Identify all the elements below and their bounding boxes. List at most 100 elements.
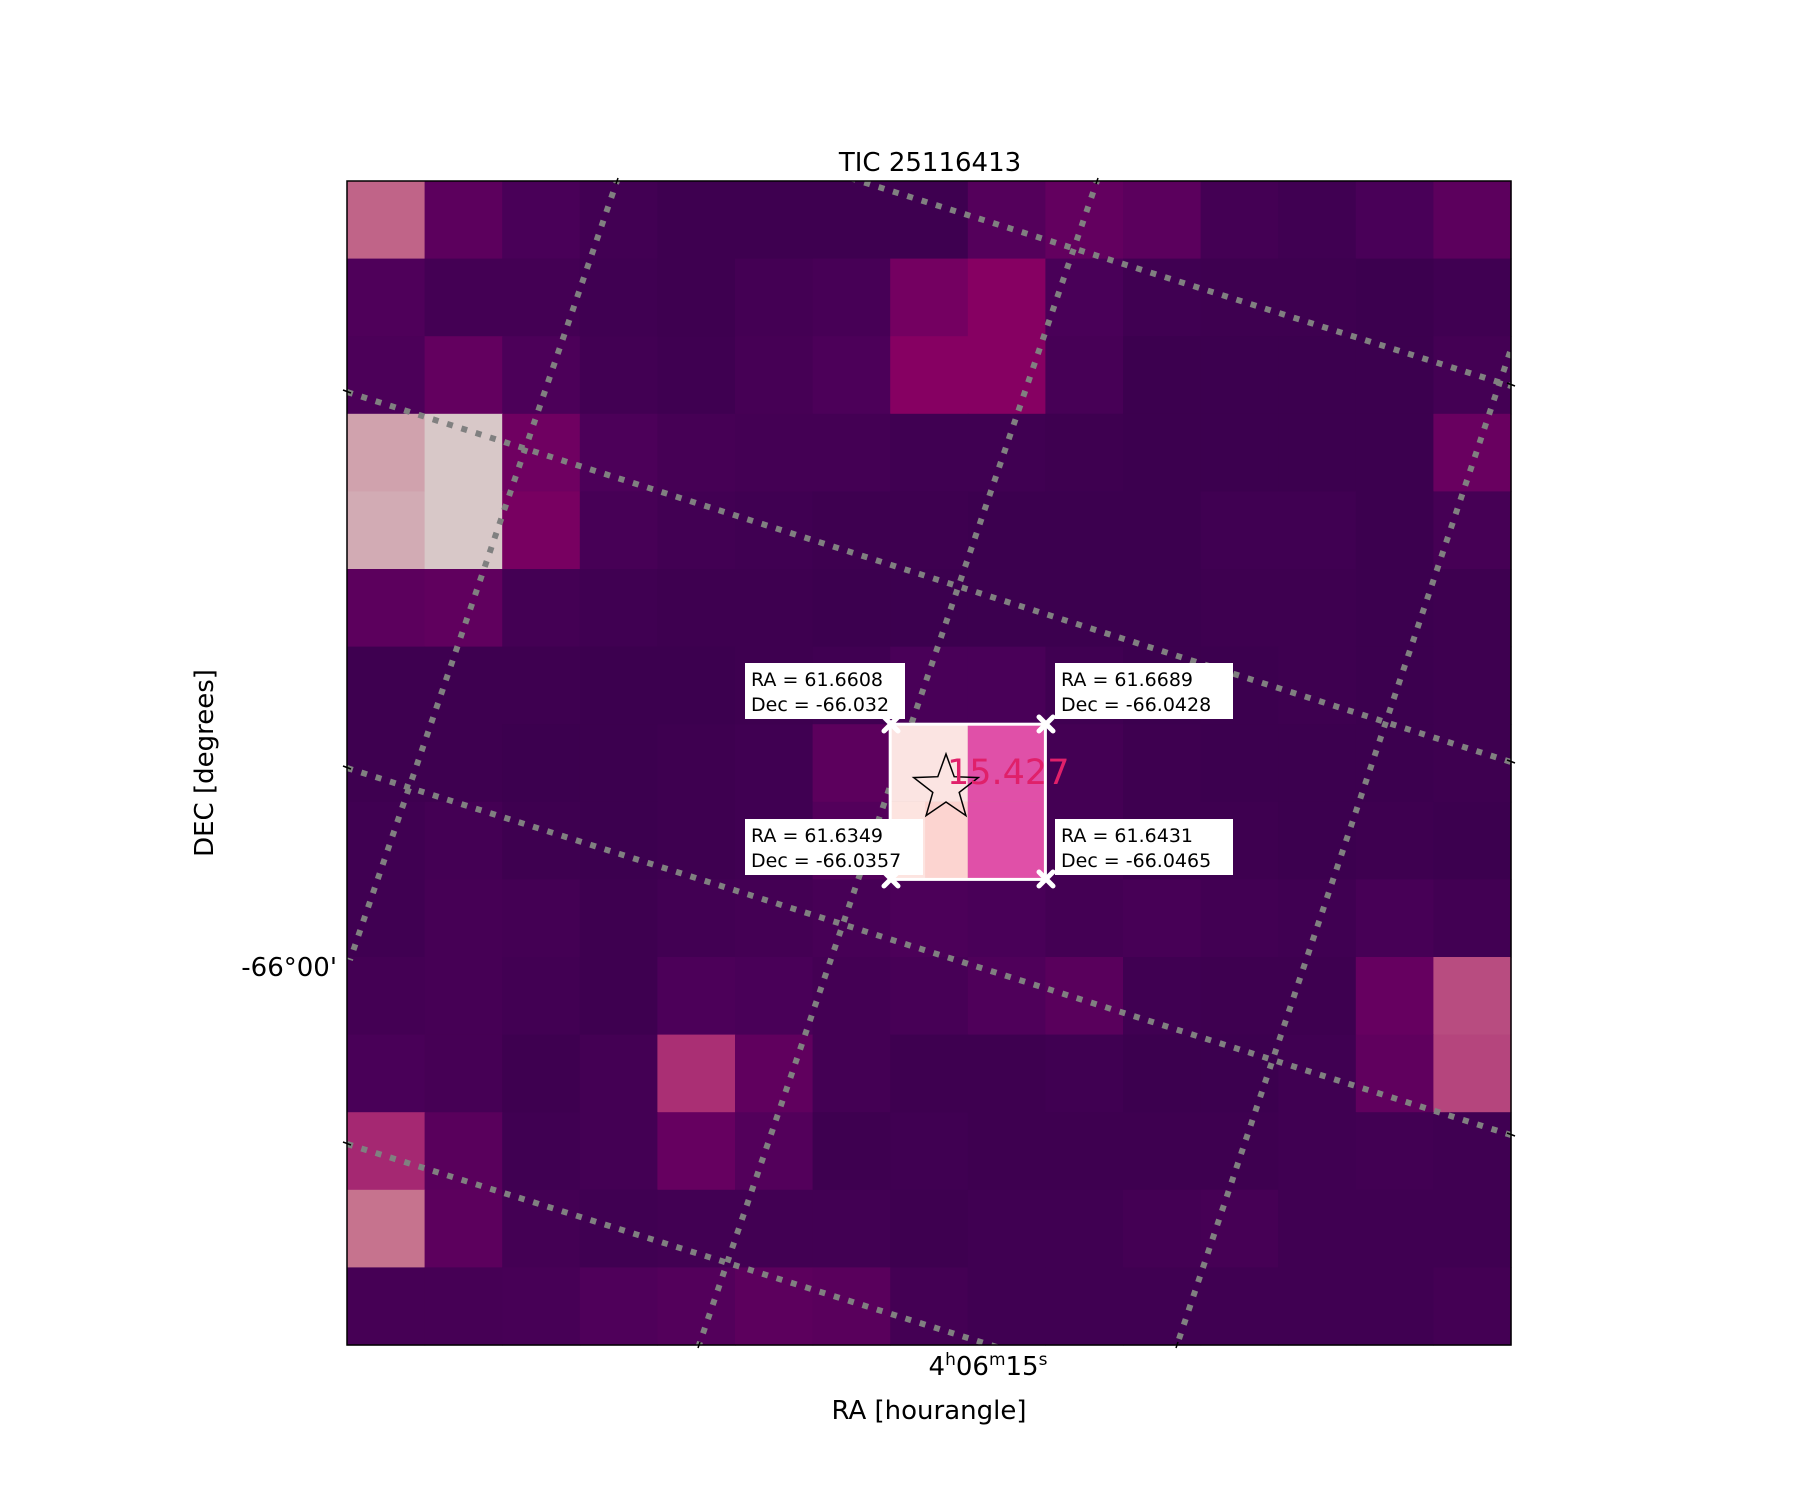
pixel-cell (657, 879, 736, 958)
pixel-cell (347, 258, 426, 337)
pixel-cell (967, 258, 1046, 337)
pixel-cell (1355, 1267, 1434, 1346)
pixel-cell (502, 1267, 581, 1346)
pixel-cell (1200, 569, 1279, 648)
pixel-cell (502, 957, 581, 1036)
pixel-cell (657, 181, 736, 260)
pixel-cell (347, 879, 426, 958)
pixel-cell (347, 1189, 426, 1268)
pixel-cell (1123, 491, 1202, 570)
pixel-cell (1123, 879, 1202, 958)
pixel-cell (1433, 1034, 1512, 1113)
pixel-cell (657, 646, 736, 725)
pixel-cell (1200, 1267, 1279, 1346)
pixel-cell (890, 569, 969, 648)
pixel-cell (1045, 879, 1124, 958)
y-tick-label: -66°00' (241, 953, 337, 983)
pixel-cell (1045, 258, 1124, 337)
pixel-cell (1433, 879, 1512, 958)
pixel-cell (657, 1034, 736, 1113)
pixel-cell (657, 413, 736, 492)
pixel-cell (1200, 181, 1279, 260)
pixel-cell (424, 258, 503, 337)
pixel-cell (1123, 1034, 1202, 1113)
pixel-cell (812, 1189, 891, 1268)
pixel-cell (1045, 491, 1124, 570)
pixel-cell (424, 413, 503, 492)
pixel-cell (1355, 879, 1434, 958)
pixel-cell (579, 957, 658, 1036)
pixel-cell (1045, 1034, 1124, 1113)
pixel-cell (812, 413, 891, 492)
pixel-cell (735, 1112, 814, 1191)
corner-marker-top-right (1036, 714, 1056, 734)
pixel-cell (657, 258, 736, 337)
annotation-line: Dec = -66.0357 (751, 850, 901, 872)
pixel-cell (812, 569, 891, 648)
pixel-cell (1433, 336, 1512, 415)
pixel-cell (967, 1189, 1046, 1268)
pixel-cell (657, 957, 736, 1036)
pixel-cell (1278, 957, 1357, 1036)
pixel-cell (890, 181, 969, 260)
pixel-cell (1433, 646, 1512, 725)
corner-annotation-bottom-left: RA = 61.6349 Dec = -66.0357 (745, 819, 923, 875)
x-tick-minutes: 06 (956, 1352, 989, 1382)
pixel-cell (1200, 1189, 1279, 1268)
tick (1175, 1341, 1179, 1349)
pixel-cell (1278, 413, 1357, 492)
pixel-cell (812, 1034, 891, 1113)
x-axis-label: RA [hourangle] (831, 1396, 1026, 1426)
pixel-cell (424, 646, 503, 725)
pixel-cell (1123, 336, 1202, 415)
pixel-cell (502, 801, 581, 880)
pixel-cell (1200, 879, 1279, 958)
pixel-cell (579, 801, 658, 880)
pixel-cell (890, 1112, 969, 1191)
pixel-cell (502, 1189, 581, 1268)
pixel-cell (502, 1034, 581, 1113)
pixel-cell (579, 258, 658, 337)
tick (1506, 382, 1516, 387)
pixel-cell (735, 413, 814, 492)
pixel-cell (347, 413, 426, 492)
annotation-line: RA = 61.6689 (1061, 669, 1193, 691)
pixel-cell (657, 491, 736, 570)
pixel-cell (1200, 413, 1279, 492)
pixel-cell (579, 1034, 658, 1113)
corner-annotation-bottom-right: RA = 61.6431 Dec = -66.0465 (1055, 819, 1233, 875)
pixel-cell (890, 1267, 969, 1346)
pixel-cell (812, 1112, 891, 1191)
aperture-pixel (967, 724, 1046, 802)
pixel-cell (1200, 336, 1279, 415)
pixel-cell (347, 646, 426, 725)
pixel-cell (424, 724, 503, 803)
pixel-cell (1200, 724, 1279, 803)
pixel-cell (1355, 801, 1434, 880)
pixel-cell (1123, 413, 1202, 492)
annotation-line: RA = 61.6608 (751, 669, 883, 691)
pixel-cell (1278, 646, 1357, 725)
pixel-cell (1123, 1112, 1202, 1191)
x-tick-label: 4h06m15s (929, 1350, 1048, 1382)
tick (1506, 1132, 1516, 1137)
pixel-cell (1200, 957, 1279, 1036)
pixel-cell (1045, 413, 1124, 492)
dec-gridline (347, 1141, 1001, 1345)
pixel-cell (890, 336, 969, 415)
pixel-cell (1355, 258, 1434, 337)
x-tick-hours: 4 (929, 1352, 946, 1382)
pixel-cell (1045, 1112, 1124, 1191)
y-axis-label: DEC [degrees] (190, 669, 220, 857)
pixel-cell (812, 724, 891, 803)
pixel-cell (1433, 1112, 1512, 1191)
pixel-cell (890, 1034, 969, 1113)
pixel-cell (424, 336, 503, 415)
pixel-cell (424, 1267, 503, 1346)
pixel-cell (657, 1267, 736, 1346)
pixel-cell (735, 724, 814, 803)
pixel-cell (735, 181, 814, 260)
pixel-cell (347, 1267, 426, 1346)
pixel-cell (347, 957, 426, 1036)
pixel-cell (967, 569, 1046, 648)
